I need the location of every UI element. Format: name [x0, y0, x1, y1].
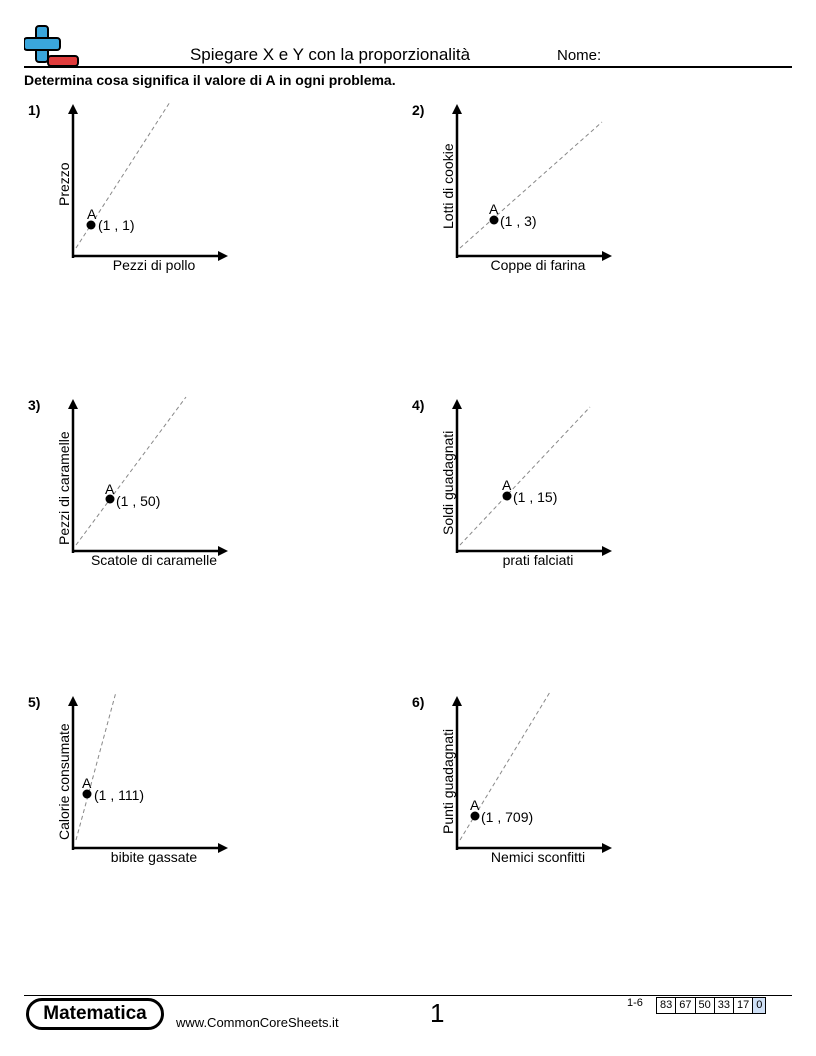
- plus-minus-logo-icon: [24, 25, 79, 67]
- x-axis-label: Scatole di caramelle: [90, 552, 218, 568]
- score-cell: 33: [714, 997, 734, 1014]
- proportion-graph: A (1 , 15): [452, 399, 612, 556]
- x-axis-arrow: [602, 251, 612, 261]
- y-axis-arrow: [68, 399, 78, 409]
- y-axis-label: Pezzi di caramelle: [56, 431, 72, 545]
- worksheet-title: Spiegare X e Y con la proporzionalità: [189, 45, 471, 64]
- x-axis-arrow: [218, 546, 228, 556]
- site-url: www.CommonCoreSheets.it: [176, 1015, 339, 1030]
- score-cell: 50: [695, 997, 715, 1014]
- score-table: 83 67 50 33 17 0: [656, 997, 767, 1014]
- point-a-coordinates: (1 , 3): [500, 213, 537, 229]
- proportion-graph: A (1 , 3): [452, 104, 612, 261]
- dashed-proportion-line: [75, 396, 187, 546]
- point-a-coordinates: (1 , 15): [513, 489, 557, 505]
- point-a: [470, 811, 480, 821]
- x-axis-arrow: [218, 251, 228, 261]
- score-cell: 17: [734, 997, 754, 1014]
- point-a-coordinates: (1 , 709): [481, 809, 533, 825]
- problem-number: 4): [412, 397, 425, 413]
- problem-2: 2) A (1 , 3) Lotti di cookie Coppe di fa…: [412, 102, 672, 282]
- y-axis-label: Prezzo: [56, 162, 72, 206]
- problem-number: 3): [28, 397, 41, 413]
- score-cell: 83: [656, 997, 677, 1014]
- score-cell: 0: [753, 997, 767, 1014]
- x-axis-arrow: [602, 843, 612, 853]
- instructions: Determina cosa significa il valore di A …: [24, 72, 396, 88]
- point-a: [502, 491, 512, 501]
- y-axis-arrow: [452, 399, 462, 409]
- x-axis-label: bibite gassate: [110, 849, 198, 865]
- x-axis-label: Coppe di farina: [490, 257, 586, 273]
- y-axis-arrow: [452, 104, 462, 114]
- problem-1: 1) A (1 , 1) Prezzo Pezzi di pollo: [28, 101, 288, 282]
- proportion-graph: A (1 , 1): [68, 101, 228, 261]
- point-a-label: A: [105, 481, 115, 497]
- problem-6: 6) A (1 , 709) Punti guadagnati Nemici s…: [412, 691, 672, 874]
- dashed-proportion-line: [75, 691, 117, 841]
- point-a-label: A: [489, 201, 499, 217]
- brand-badge: Matematica: [26, 998, 164, 1030]
- point-a-coordinates: (1 , 1): [98, 217, 135, 233]
- y-axis-arrow: [68, 104, 78, 114]
- y-axis-label: Lotti di cookie: [440, 143, 456, 229]
- problem-number: 5): [28, 694, 41, 710]
- footer-divider: [24, 995, 792, 996]
- problem-number: 6): [412, 694, 425, 710]
- header-divider: [24, 66, 792, 68]
- proportion-graph: A (1 , 709): [452, 691, 612, 853]
- proportion-graph: A (1 , 111): [68, 691, 228, 853]
- point-a-coordinates: (1 , 50): [116, 493, 160, 509]
- point-a: [82, 789, 92, 799]
- point-a-label: A: [470, 797, 480, 813]
- point-a-label: A: [502, 477, 512, 493]
- point-a-coordinates: (1 , 111): [94, 787, 144, 803]
- point-a: [105, 494, 115, 504]
- x-axis-label: prati falciati: [502, 552, 574, 568]
- x-axis-label: Pezzi di pollo: [112, 257, 196, 273]
- point-a: [489, 215, 499, 225]
- x-axis-label: Nemici sconfitti: [490, 849, 586, 865]
- page-number: 1: [430, 998, 445, 1028]
- proportion-graph: A (1 , 50): [68, 396, 228, 556]
- point-a-label: A: [87, 206, 97, 222]
- x-axis-arrow: [218, 843, 228, 853]
- name-label: Nome:: [557, 47, 602, 64]
- point-a: [86, 220, 96, 230]
- dashed-proportion-line: [459, 121, 603, 249]
- problem-range: 1-6: [627, 997, 643, 1009]
- problem-5: 5) A (1 , 111) Calorie consumate bibite …: [28, 691, 288, 874]
- score-cell: 67: [676, 997, 696, 1014]
- y-axis-label: Soldi guadagnati: [440, 430, 456, 535]
- point-a-label: A: [82, 775, 92, 791]
- y-axis-arrow: [452, 696, 462, 706]
- y-axis-arrow: [68, 696, 78, 706]
- problem-number: 2): [412, 102, 425, 118]
- problem-number: 1): [28, 102, 41, 118]
- dashed-proportion-line: [459, 406, 591, 546]
- problem-3: 3) A (1 , 50) Pezzi di caramelle Scatole…: [28, 396, 288, 577]
- x-axis-arrow: [602, 546, 612, 556]
- y-axis-label: Calorie consumate: [56, 723, 72, 840]
- y-axis-label: Punti guadagnati: [440, 728, 456, 834]
- problem-4: 4) A (1 , 15) Soldi guadagnati prati fal…: [412, 397, 672, 577]
